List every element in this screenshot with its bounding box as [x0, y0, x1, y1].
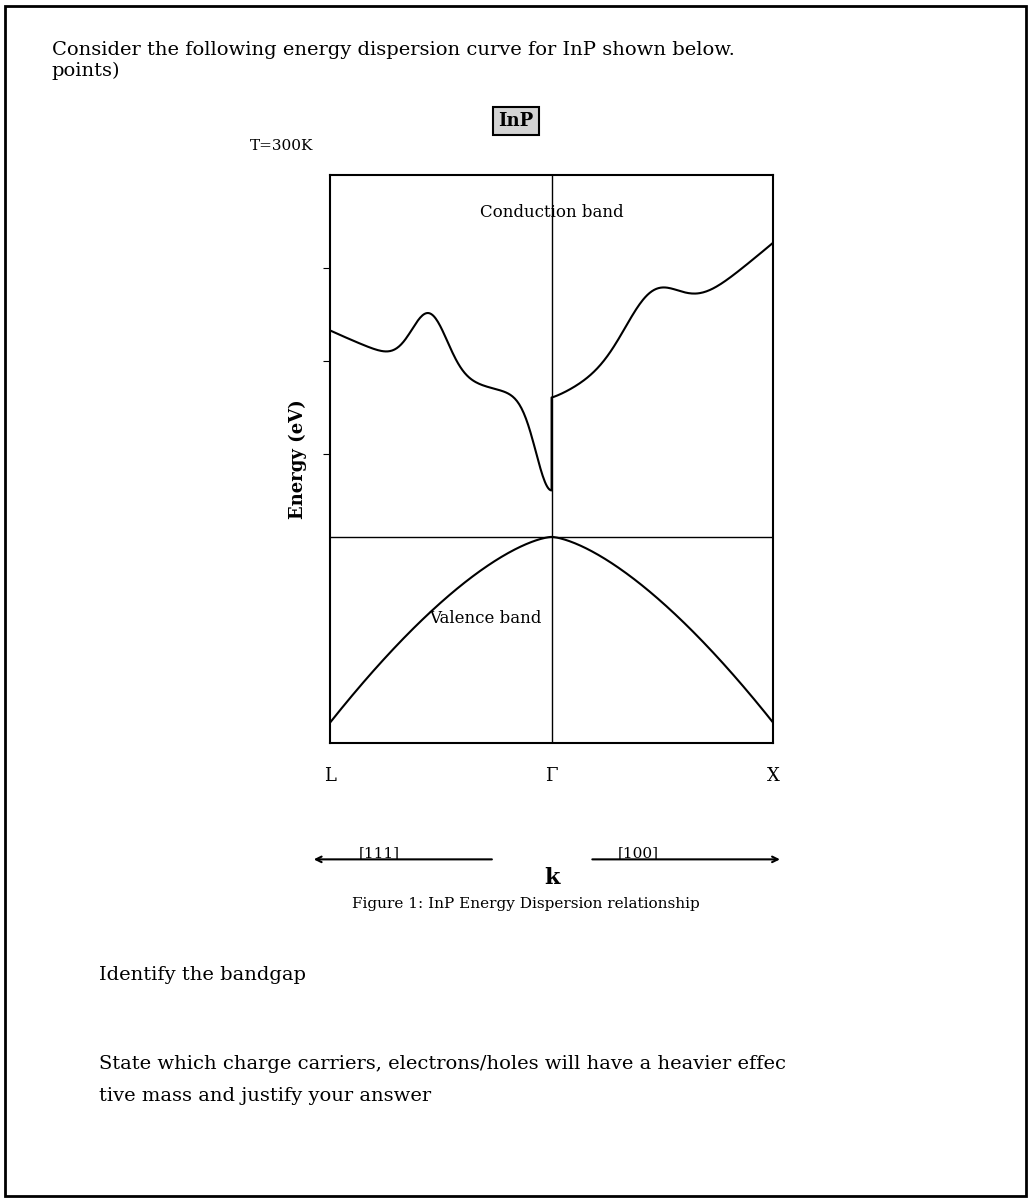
Text: Conduction band: Conduction band: [479, 204, 624, 221]
Text: [100]: [100]: [618, 846, 659, 859]
Text: Identify the bandgap: Identify the bandgap: [99, 965, 306, 983]
Text: Figure 1: InP Energy Dispersion relationship: Figure 1: InP Energy Dispersion relation…: [352, 897, 700, 911]
Text: Valence band: Valence band: [429, 609, 541, 627]
Text: L: L: [324, 767, 336, 785]
Text: InP: InP: [499, 112, 534, 130]
Text: State which charge carriers, electrons/holes will have a heavier effec
tive mass: State which charge carriers, electrons/h…: [99, 1054, 786, 1105]
Text: Γ: Γ: [545, 767, 558, 785]
Text: Consider the following energy dispersion curve for InP shown below.
points): Consider the following energy dispersion…: [52, 41, 734, 79]
Text: [111]: [111]: [359, 846, 399, 859]
Text: X: X: [767, 767, 779, 785]
Text: T=300K: T=300K: [251, 138, 313, 153]
Text: k: k: [544, 868, 559, 889]
Y-axis label: Energy (eV): Energy (eV): [289, 399, 307, 519]
